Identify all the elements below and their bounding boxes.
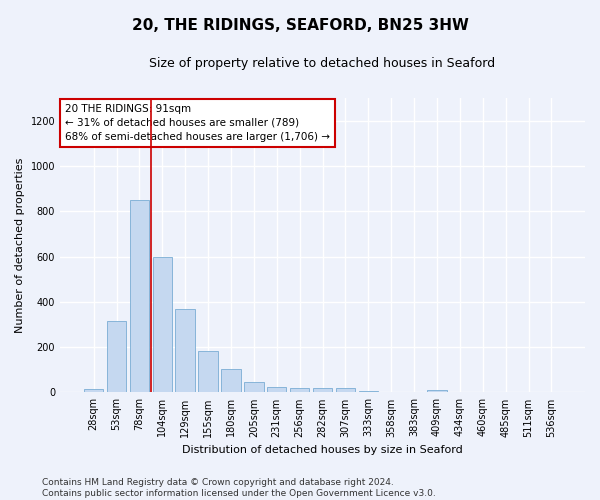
Bar (152, 256, 172, 392)
Text: Contains HM Land Registry data © Crown copyright and database right 2024.
Contai: Contains HM Land Registry data © Crown c… (42, 478, 436, 498)
Bar (221, 368, 241, 392)
Text: 20, THE RIDINGS, SEAFORD, BN25 3HW: 20, THE RIDINGS, SEAFORD, BN25 3HW (131, 18, 469, 32)
Text: 20 THE RIDINGS: 91sqm
← 31% of detached houses are smaller (789)
68% of semi-det: 20 THE RIDINGS: 91sqm ← 31% of detached … (65, 104, 330, 142)
Bar (335, 388, 355, 392)
Bar (199, 350, 218, 393)
Bar (427, 390, 446, 392)
Bar (267, 388, 286, 392)
Title: Size of property relative to detached houses in Seaford: Size of property relative to detached ho… (149, 58, 496, 70)
Bar (130, 200, 149, 392)
X-axis label: Distribution of detached houses by size in Seaford: Distribution of detached houses by size … (182, 445, 463, 455)
Bar (175, 308, 195, 392)
Bar (313, 388, 332, 392)
Bar (290, 388, 310, 392)
Bar (84, 389, 103, 392)
Bar (107, 321, 126, 392)
Bar (244, 382, 263, 392)
Y-axis label: Number of detached properties: Number of detached properties (15, 158, 25, 333)
